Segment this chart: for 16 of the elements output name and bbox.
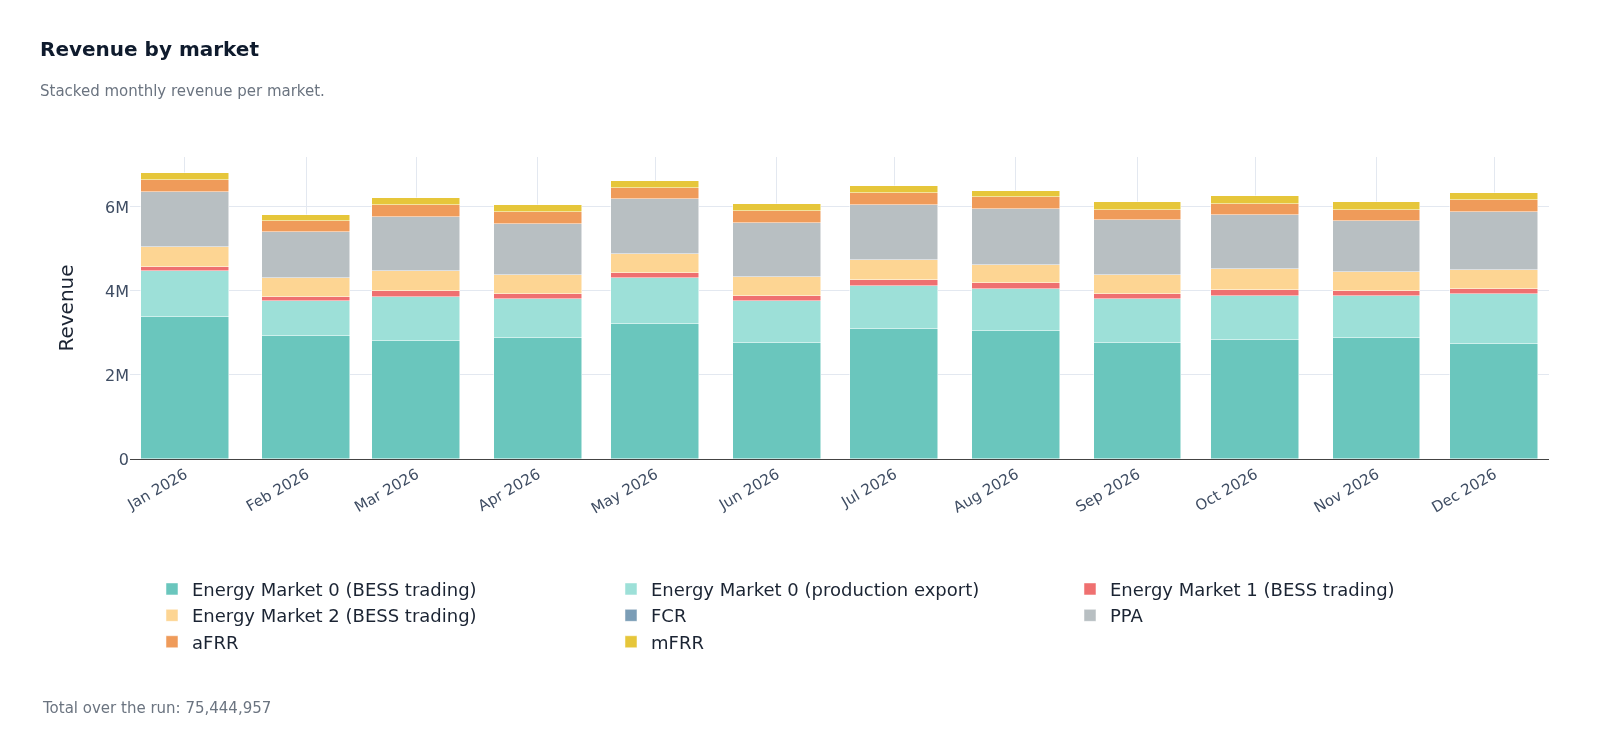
- text: Total over the run: 75,444,957: [42, 699, 272, 717]
- legend-label: Energy Market 2 (BESS trading): [191, 605, 477, 627]
- chart-subtitle: Stacked monthly revenue per market.: [40, 81, 325, 100]
- y-tick-label: 0: [118, 449, 129, 469]
- legend-label: Energy Market 0 (BESS trading): [191, 578, 477, 600]
- y-tick-label: 6M: [105, 197, 129, 217]
- legend-label: mFRR: [650, 631, 704, 653]
- legend-label: PPA: [1109, 605, 1144, 627]
- y-tick-label: 2M: [105, 365, 129, 385]
- y-axis-title: Revenue: [53, 264, 78, 352]
- legend-label: aFRR: [191, 631, 239, 653]
- legend-label: Energy Market 0 (production export): [650, 578, 980, 600]
- legend-label: Energy Market 1 (BESS trading): [1109, 578, 1395, 600]
- legend-label: FCR: [650, 605, 687, 627]
- chart-title: Revenue by market: [40, 37, 260, 61]
- y-tick-label: 4M: [105, 281, 129, 301]
